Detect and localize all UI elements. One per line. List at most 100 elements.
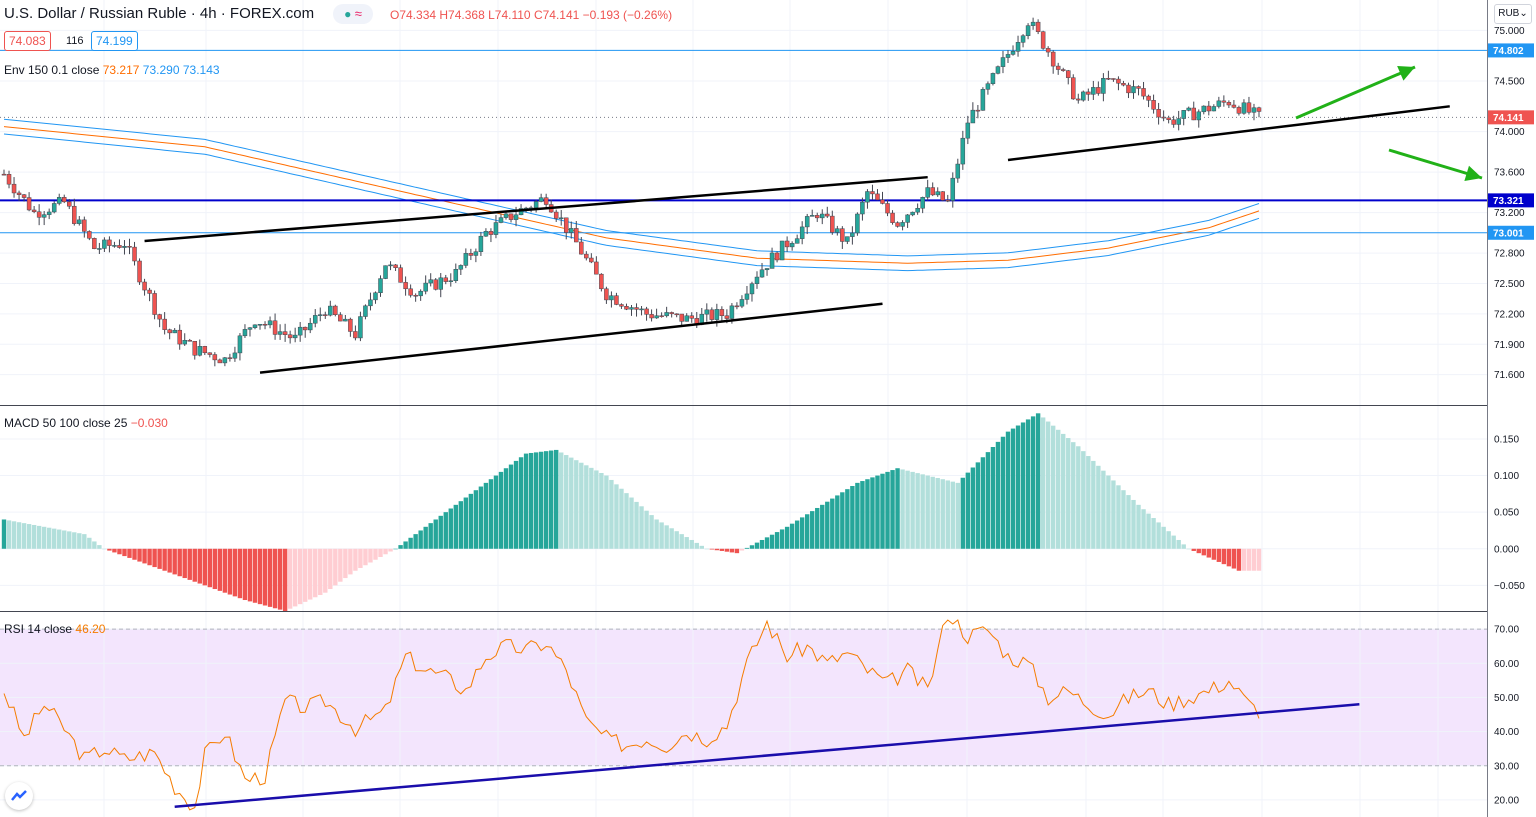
candle-down bbox=[468, 253, 474, 256]
macd-bar bbox=[890, 470, 895, 549]
macd-bar bbox=[1081, 451, 1086, 549]
candle-up bbox=[1000, 57, 1006, 67]
candle-up bbox=[373, 292, 378, 301]
candle-down bbox=[1156, 109, 1161, 118]
macd-bar bbox=[297, 548, 303, 605]
ask-button[interactable]: 74.199 bbox=[91, 31, 138, 51]
macd-bar bbox=[930, 476, 935, 549]
macd-bar bbox=[810, 511, 815, 549]
tradingview-logo-icon[interactable] bbox=[5, 782, 33, 810]
macd-bar bbox=[619, 488, 624, 549]
macd-bar bbox=[508, 464, 514, 549]
bid-button[interactable]: 74.083 bbox=[4, 31, 51, 51]
macd-bar bbox=[684, 537, 689, 549]
candle-down bbox=[975, 109, 981, 112]
axis-tick-label: 40.00 bbox=[1494, 727, 1519, 738]
candle-down bbox=[142, 281, 147, 291]
macd-bar bbox=[774, 532, 780, 549]
axis-tick-label: 0.000 bbox=[1494, 544, 1519, 555]
macd-bar bbox=[177, 548, 182, 577]
macd-bar bbox=[41, 526, 47, 549]
macd-bar bbox=[348, 548, 353, 575]
candle-down bbox=[1121, 82, 1126, 86]
candle-down bbox=[132, 246, 137, 262]
macd-bar bbox=[122, 548, 127, 557]
macd-bar bbox=[920, 474, 925, 549]
compare-toggle[interactable]: ● ≈ bbox=[333, 4, 373, 24]
macd-label: MACD 50 100 close 25 bbox=[4, 416, 128, 430]
macd-bar bbox=[438, 515, 443, 549]
axis-label-last-price: 74.141 bbox=[1493, 113, 1524, 124]
rsi-label: RSI 14 close bbox=[4, 622, 73, 636]
macd-bar bbox=[373, 548, 378, 560]
macd-bar bbox=[318, 548, 323, 595]
candle-up bbox=[197, 346, 203, 356]
candle-down bbox=[413, 294, 418, 297]
macd-bar bbox=[599, 472, 604, 549]
macd-bar bbox=[609, 479, 614, 549]
currency-label: RUB bbox=[1498, 8, 1520, 19]
candle-down bbox=[147, 289, 152, 294]
candle-down bbox=[302, 326, 308, 331]
candle-up bbox=[423, 282, 428, 292]
axis-tick-label: 73.600 bbox=[1494, 168, 1525, 179]
macd-bar bbox=[393, 548, 398, 550]
macd-bar bbox=[277, 548, 283, 610]
macd-bar bbox=[1111, 480, 1116, 549]
candle-down bbox=[282, 331, 288, 335]
rsi-line bbox=[3, 619, 1260, 811]
candle-up bbox=[1241, 102, 1247, 114]
candle-down bbox=[393, 264, 398, 268]
macd-bar bbox=[965, 472, 971, 549]
candle-up bbox=[744, 293, 750, 300]
macd-bar bbox=[513, 460, 519, 549]
trendline bbox=[144, 175, 928, 243]
candle-down bbox=[92, 238, 97, 250]
candle-down bbox=[1191, 107, 1196, 121]
candle-up bbox=[860, 201, 865, 215]
macd-bar bbox=[6, 520, 12, 549]
macd-bar bbox=[11, 521, 17, 549]
candle-down bbox=[689, 315, 694, 319]
currency-selector[interactable]: RUB⌄ bbox=[1494, 4, 1532, 24]
candle-down bbox=[579, 241, 584, 255]
macd-bar bbox=[77, 533, 82, 549]
candle-up bbox=[538, 197, 544, 202]
macd-bar bbox=[694, 542, 699, 549]
macd-bar bbox=[363, 548, 368, 566]
macd-bar bbox=[779, 529, 785, 549]
axis-label-upper-line: 74.802 bbox=[1493, 46, 1524, 57]
candle-down bbox=[1126, 84, 1131, 94]
macd-bar bbox=[1030, 416, 1036, 549]
candle-up bbox=[729, 305, 735, 319]
axis-tick-label: 0.150 bbox=[1494, 434, 1519, 445]
macd-bar bbox=[840, 492, 845, 549]
candle-up bbox=[247, 327, 253, 330]
axis-label-low-line: 73.001 bbox=[1493, 228, 1524, 239]
macd-bar bbox=[1216, 548, 1222, 562]
macd-bar bbox=[413, 534, 418, 549]
macd-bar bbox=[493, 475, 499, 549]
macd-bar bbox=[1211, 548, 1217, 560]
candle-up bbox=[865, 191, 870, 203]
macd-bar bbox=[197, 548, 202, 584]
macd-bar bbox=[1206, 548, 1211, 558]
macd-bar bbox=[1181, 544, 1186, 549]
macd-bar bbox=[629, 497, 634, 549]
axis-tick-label: 60.00 bbox=[1494, 659, 1519, 670]
candle-up bbox=[237, 335, 243, 354]
candle-up bbox=[448, 280, 454, 282]
macd-bar bbox=[769, 534, 775, 549]
macd-bar bbox=[1171, 535, 1176, 549]
macd-bar bbox=[1241, 548, 1247, 571]
candle-down bbox=[774, 252, 780, 261]
macd-bar bbox=[212, 548, 218, 590]
candle-down bbox=[890, 212, 895, 223]
macd-bar bbox=[518, 457, 524, 549]
macd-bar bbox=[900, 469, 905, 549]
candle-up bbox=[363, 305, 368, 317]
macd-bar bbox=[589, 467, 594, 549]
candle-down bbox=[814, 215, 820, 219]
macd-bar bbox=[107, 548, 112, 551]
